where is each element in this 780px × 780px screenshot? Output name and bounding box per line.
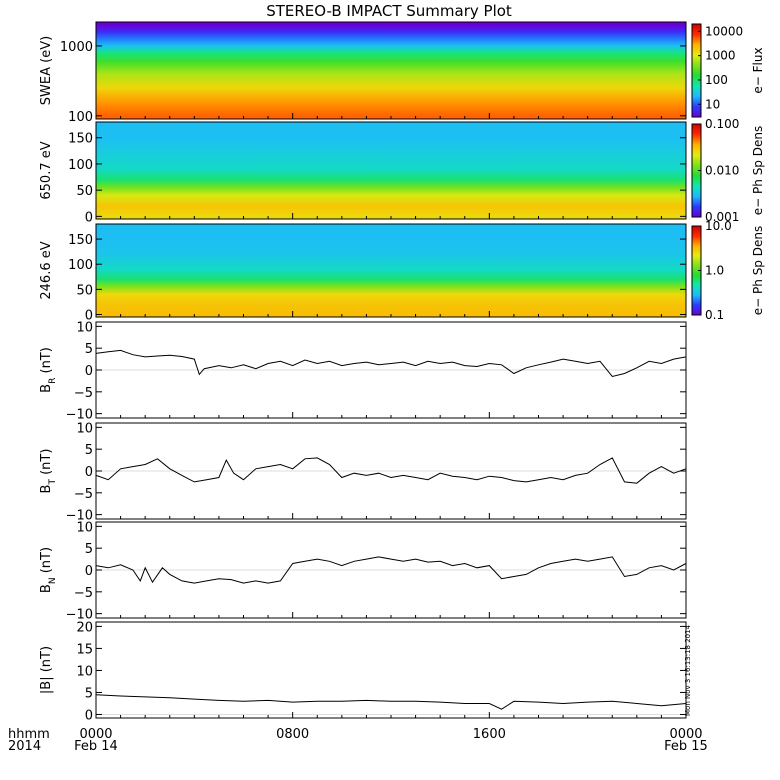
series-line-4 (95, 349, 687, 378)
y-tick-label: 150 (68, 132, 93, 147)
time-tick-label: 0000 (79, 727, 112, 742)
colorbar-label: e− Ph Sp Dens (751, 226, 765, 315)
colorbar-tick-label: 1000 (705, 49, 736, 63)
plot-title: STEREO-B IMPACT Summary Plot (266, 2, 512, 20)
plot-timestamp: Mon Nov 3 16:13:18 2014 (684, 624, 692, 716)
colorbar-tick-label: 1.0 (705, 264, 724, 278)
panel-2: 0.001 0.010 0.100 e− Ph Sp Dens 0 50 100 150 650… (39, 117, 765, 225)
spectrogram-1 (96, 22, 686, 119)
y-tick-label: 20 (76, 620, 93, 635)
y-tick-label: 100 (68, 110, 93, 125)
panel-3: 0.1 1.0 10.0 e− Ph Sp Dens 0 50 100 150 246.6 eV (39, 219, 765, 323)
panel-6: −10 −5 0 5 10 BN (nT) (39, 520, 687, 623)
y-tick-label: 10 (76, 421, 93, 436)
spectrogram-2 (96, 122, 686, 219)
panel-1: 10 100 1000 10000 e− Flux 100 1000 SWEA (eV) (39, 21, 765, 125)
y-tick-label: −10 (66, 509, 93, 524)
y-axis-label: BT (nT) (39, 449, 58, 494)
series-line-6 (95, 556, 687, 584)
y-tick-label: 0 (85, 364, 93, 379)
y-tick-label: −5 (74, 586, 93, 601)
panel-frame (95, 621, 687, 719)
colorbar-tick-label: 0.010 (705, 164, 739, 178)
y-axis-label: BR (nT) (39, 347, 58, 393)
colorbar-tick-label: 10 (705, 97, 720, 111)
y-tick-label: −10 (66, 408, 93, 423)
colorbar-label: e− Flux (751, 47, 765, 93)
y-tick-label: 50 (76, 283, 93, 298)
time-tick-label: 0800 (276, 727, 309, 742)
y-axis-label: |B| (nT) (39, 646, 54, 694)
panel-4: −10 −5 0 5 10 BR (nT) (39, 320, 687, 423)
colorbar-tick-label: 0.100 (705, 117, 739, 131)
time-date-label: Feb 14 (74, 739, 118, 754)
y-tick-label: −10 (66, 608, 93, 623)
y-tick-label: 0 (85, 708, 93, 723)
colorbar-tick-label: 0.001 (705, 210, 739, 224)
colorbar-tick-label: 10000 (705, 24, 743, 38)
series-line-7 (95, 694, 687, 710)
y-tick-label: 100 (68, 258, 93, 273)
y-tick-label: −5 (74, 487, 93, 502)
y-tick-label: 10 (76, 320, 93, 335)
y-tick-label: 5 (85, 542, 93, 557)
y-tick-label: 0 (85, 308, 93, 323)
time-tick-label: 0000 (669, 727, 702, 742)
y-tick-label: 0 (85, 465, 93, 480)
y-tick-label: 150 (68, 233, 93, 248)
y-tick-label: 5 (85, 342, 93, 357)
colorbar-2: 0.001 0.010 0.100 e− Ph Sp Dens (691, 117, 765, 224)
y-tick-label: −5 (74, 386, 93, 401)
time-axis-label: hhmm (8, 727, 50, 742)
y-tick-label: 10 (76, 664, 93, 679)
y-axis-label: 650.7 eV (39, 141, 54, 199)
panel-5: −10 −5 0 5 10 BT (nT) (39, 421, 687, 524)
y-tick-label: 5 (85, 686, 93, 701)
colorbar-3: 0.1 1.0 10.0 e− Ph Sp Dens (691, 219, 765, 322)
y-tick-label: 0 (85, 564, 93, 579)
series-line-5 (95, 457, 687, 484)
colorbar-1: 10 100 1000 10000 e− Flux (691, 23, 765, 118)
y-tick-label: 10 (76, 520, 93, 535)
time-date-label: Feb 15 (664, 739, 708, 754)
colorbar-tick-label: 100 (705, 73, 728, 87)
spectrogram-3 (96, 224, 686, 317)
y-axis-label: SWEA (eV) (39, 36, 54, 105)
y-tick-label: 100 (68, 158, 93, 173)
y-axis-label: 246.6 eV (39, 241, 54, 299)
colorbar-tick-label: 0.1 (705, 308, 724, 322)
y-tick-label: 0 (85, 210, 93, 225)
panel-7: 0 5 10 15 20 |B| (nT) (39, 620, 687, 723)
y-axis-label: BN (nT) (39, 547, 58, 593)
y-tick-label: 15 (76, 642, 93, 657)
colorbar-tick-label: 10.0 (705, 219, 732, 233)
y-tick-label: 50 (76, 184, 93, 199)
colorbar-label: e− Ph Sp Dens (751, 126, 765, 215)
y-tick-label: 5 (85, 443, 93, 458)
time-tick-label: 1600 (473, 727, 506, 742)
y-tick-label: 1000 (60, 40, 93, 55)
time-axis-year: 2014 (8, 739, 41, 754)
